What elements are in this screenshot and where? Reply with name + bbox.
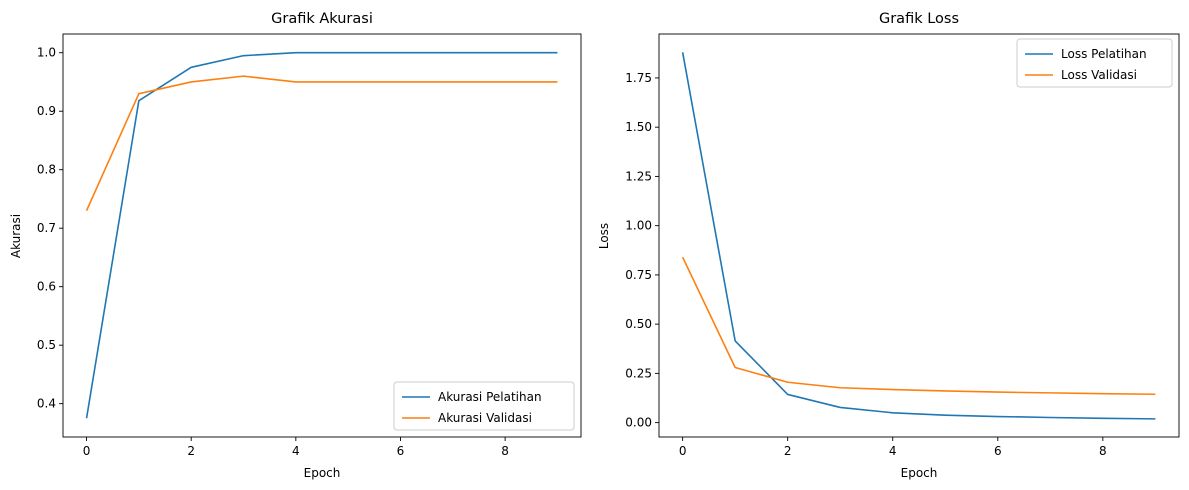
legend: Loss Pelatihan Loss Validasi bbox=[1016, 38, 1173, 88]
accuracy-chart: Grafik Akurasi Epoch Akurasi 0 2 4 6 8 0.4 0.5… bbox=[9, 11, 582, 480]
x-tick-label: 0 bbox=[83, 444, 91, 458]
x-tick-label: 0 bbox=[679, 444, 687, 458]
legend-box bbox=[1016, 38, 1173, 88]
y-tick-label: 1.50 bbox=[625, 120, 652, 134]
y-axis-title: Akurasi bbox=[9, 214, 23, 258]
legend-box bbox=[393, 381, 575, 431]
x-tick-label: 4 bbox=[889, 444, 897, 458]
plot-area: 0 2 4 6 8 0.4 0.5 0.6 0.7 0.8 0.9 1.0 bbox=[37, 33, 582, 458]
axes-frame bbox=[62, 33, 582, 438]
x-axis-title: Epoch bbox=[304, 466, 341, 480]
chart-title: Grafik Akurasi bbox=[271, 11, 373, 27]
series-line bbox=[85, 51, 558, 419]
plot-area: 0 2 4 6 8 0.00 0.25 0.50 0.75 1.00 1.25 1.50 1.75 bbox=[625, 33, 1180, 458]
y-tick-label: 0.00 bbox=[625, 416, 652, 430]
y-axis-title: Loss bbox=[597, 223, 611, 249]
y-tick-label: 1.25 bbox=[625, 169, 652, 183]
y-tick-label: 1.75 bbox=[625, 71, 652, 85]
y-tick-label: 0.5 bbox=[37, 338, 56, 352]
x-tick-label: 6 bbox=[994, 444, 1002, 458]
legend: Akurasi Pelatihan Akurasi Validasi bbox=[393, 381, 575, 431]
legend-label: Loss Validasi bbox=[1061, 68, 1137, 82]
series-line bbox=[85, 75, 558, 211]
y-tick-label: 0.8 bbox=[37, 163, 56, 177]
y-tick-label: 0.25 bbox=[625, 366, 652, 380]
x-tick-label: 2 bbox=[187, 444, 195, 458]
x-tick-label: 8 bbox=[501, 444, 509, 458]
y-tick-label: 0.6 bbox=[37, 280, 56, 294]
y-tick-label: 0.75 bbox=[625, 268, 652, 282]
y-tick-label: 0.4 bbox=[37, 397, 56, 411]
y-tick-label: 0.50 bbox=[625, 317, 652, 331]
legend-label: Loss Pelatihan bbox=[1061, 47, 1147, 61]
series-line bbox=[681, 256, 1156, 396]
x-tick-label: 8 bbox=[1099, 444, 1107, 458]
x-tick-label: 6 bbox=[397, 444, 405, 458]
chart-title: Grafik Loss bbox=[879, 11, 959, 27]
x-axis-title: Epoch bbox=[901, 466, 938, 480]
axes-frame bbox=[658, 33, 1180, 438]
x-tick-label: 2 bbox=[784, 444, 792, 458]
series-line bbox=[681, 52, 1156, 420]
y-tick-label: 0.7 bbox=[37, 221, 56, 235]
loss-chart: Grafik Loss Epoch Loss 0 2 4 6 8 0.00 0.25 0.50… bbox=[597, 11, 1180, 480]
y-tick-label: 0.9 bbox=[37, 104, 56, 118]
y-tick-label: 1.00 bbox=[625, 219, 652, 233]
y-tick-label: 1.0 bbox=[37, 46, 56, 60]
legend-label: Akurasi Pelatihan bbox=[438, 390, 542, 404]
x-tick-label: 4 bbox=[292, 444, 300, 458]
legend-label: Akurasi Validasi bbox=[438, 411, 532, 425]
